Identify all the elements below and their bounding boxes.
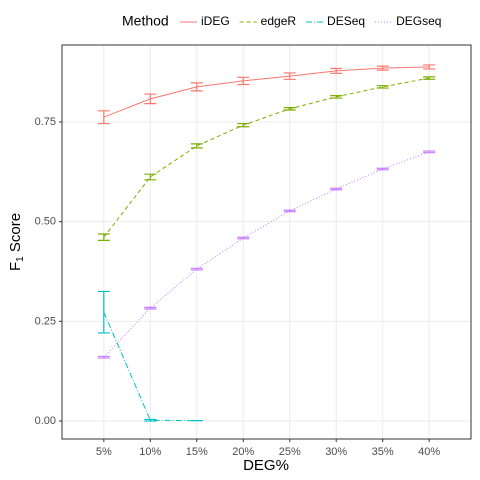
error-bar — [376, 85, 389, 89]
y-title-sub: 1 — [15, 256, 26, 262]
error-bar — [97, 290, 110, 334]
error-bar — [330, 187, 343, 191]
x-tick-label: 15% — [186, 446, 208, 458]
error-bar — [190, 267, 203, 271]
error-bar — [144, 418, 157, 422]
error-bar — [283, 72, 296, 80]
error-bar — [376, 65, 389, 71]
x-tick-label: 25% — [279, 446, 301, 458]
error-bar — [237, 236, 250, 240]
x-tick-label: 40% — [418, 446, 440, 458]
x-tick-label: 30% — [325, 446, 347, 458]
error-bar — [237, 122, 250, 128]
x-tick-label: 35% — [372, 446, 394, 458]
error-bar — [144, 173, 157, 181]
x-tick-label: 5% — [96, 446, 112, 458]
series-line — [103, 66, 430, 118]
panel — [62, 45, 471, 439]
y-tick-label: 0.75 — [35, 116, 56, 128]
error-bar — [97, 110, 110, 125]
error-bar — [283, 209, 296, 213]
x-axis-title: DEG% — [243, 457, 289, 474]
error-bar — [423, 64, 436, 70]
error-bar — [237, 76, 250, 86]
legend-label: edgeR — [261, 14, 297, 28]
error-bar — [330, 67, 343, 74]
legend-label: iDEG — [201, 14, 230, 28]
x-tick-label: 20% — [232, 446, 254, 458]
error-bar — [97, 355, 110, 359]
error-bar — [423, 76, 436, 80]
error-bar — [190, 82, 203, 92]
panel-border — [61, 44, 472, 440]
y-title-part: F — [7, 262, 24, 271]
y-tick-label: 0.00 — [35, 415, 56, 427]
y-tick-label: 0.50 — [35, 216, 56, 228]
error-bar — [330, 95, 343, 99]
legend-label: DESeq — [327, 14, 365, 28]
error-bar — [97, 233, 110, 242]
error-bar — [283, 107, 296, 111]
series-line — [103, 77, 430, 238]
y-tick-label: 0.25 — [35, 315, 56, 327]
x-tick-label: 10% — [139, 446, 161, 458]
y-title-part: Score — [7, 213, 24, 256]
legend-label: DEGseq — [396, 14, 441, 28]
y-axis-title: F1 Score — [7, 213, 26, 271]
series-line — [103, 311, 197, 422]
error-bar — [423, 150, 436, 154]
error-bar — [144, 93, 157, 105]
error-bar — [190, 143, 203, 149]
error-bar — [144, 306, 157, 310]
legend-title: Method — [122, 13, 169, 29]
error-bar — [376, 167, 389, 171]
